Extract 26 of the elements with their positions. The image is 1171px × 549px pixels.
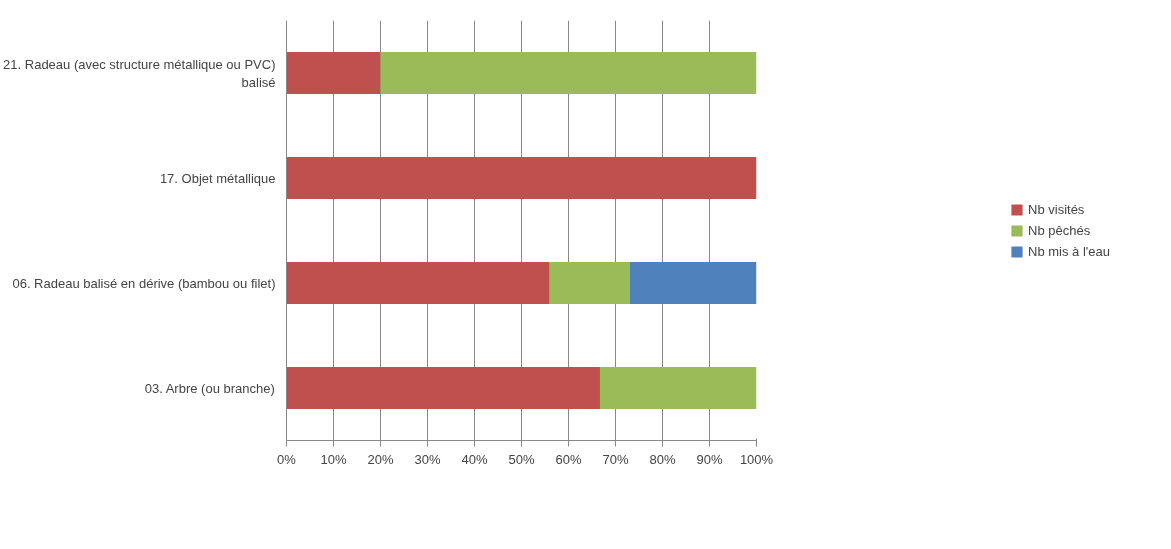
x-tick-label: 90% — [696, 451, 723, 467]
x-tick-label: 60% — [555, 451, 582, 467]
bar — [286, 157, 757, 199]
bar — [549, 262, 630, 304]
y-tick-label: 21. Radeau (avec structure métallique ou PVC) balisé — [3, 56, 276, 90]
y-tick-label: 17. Objet métallique — [159, 170, 276, 186]
legend-label: Nb mis à l'eau — [1028, 243, 1110, 259]
legend-label: Nb visités — [1028, 201, 1085, 217]
y-tick-label: 03. Arbre (ou branche) — [144, 380, 275, 396]
bar — [380, 52, 757, 94]
x-tick-label: 70% — [602, 451, 629, 467]
legend-label: Nb pêchés — [1028, 222, 1091, 238]
x-tick-label: 50% — [508, 451, 535, 467]
x-tick-label: 100% — [739, 451, 774, 467]
bar — [599, 367, 757, 409]
y-tick-label: 06. Radeau balisé en dérive (bambou ou filet) — [12, 275, 276, 291]
x-tick-label: 40% — [461, 451, 488, 467]
x-tick-label: 10% — [320, 451, 347, 467]
x-tick-label: 20% — [367, 451, 394, 467]
x-tick-label: 30% — [414, 451, 441, 467]
x-tick-label: 0% — [277, 451, 297, 467]
bar — [286, 52, 381, 94]
bar — [286, 262, 550, 304]
bar — [629, 262, 757, 304]
x-tick-label: 80% — [649, 451, 676, 467]
bar — [286, 367, 600, 409]
